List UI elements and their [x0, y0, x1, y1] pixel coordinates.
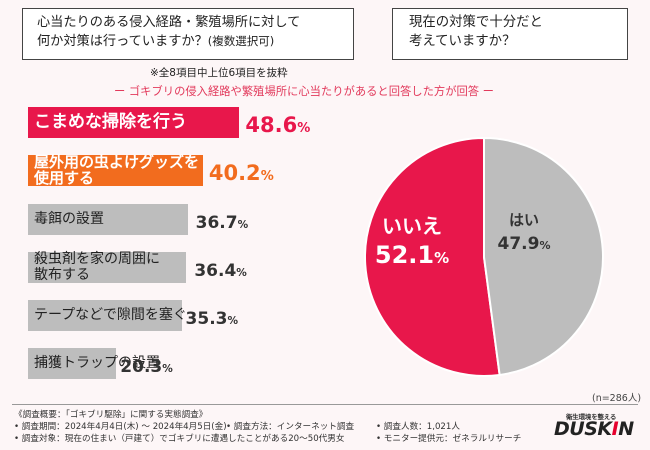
pie-slice-value: 52.1%	[375, 241, 449, 269]
bar-value-label: 36.4%	[194, 261, 247, 281]
bar-category-label: 屋外用の虫よけグッズを 使用する	[34, 153, 200, 187]
bar-row: 捕獲トラップの設置 20.3%	[28, 348, 328, 379]
excerpt-note: ※全8項目中上位6項目を抜粋	[150, 67, 288, 79]
footer-period: • 調査期間：2024年4月4日(木) ～ 2024年4月5日(金)	[14, 422, 227, 432]
footer-method: • 調査方法：インターネット調査	[226, 422, 355, 432]
footer-provider: • モニター提供元：ゼネラルリサーチ	[376, 434, 522, 444]
pie-slice-label: いいえ	[382, 214, 442, 238]
bar-category-label: 毒餌の設置	[34, 211, 104, 227]
bar-category-label: こまめな掃除を行う	[34, 112, 187, 132]
logo-tagline: 衛生環境を整える	[566, 413, 617, 421]
bar-category-label: 殺虫剤を家の周囲に 散布する	[34, 251, 160, 283]
footer-survey-title: 《調査概要：「ゴキブリ駆除」に関する実態調査》	[14, 410, 208, 420]
pie-slice	[364, 136, 501, 377]
logo-name-part3: N	[618, 418, 634, 440]
bar-row: 毒餌の設置 36.7%	[28, 204, 328, 235]
bar-value-label: 48.6%	[245, 113, 311, 137]
bar	[28, 155, 203, 186]
bar-row: 殺虫剤を家の周囲に 散布する 36.4%	[28, 251, 328, 283]
bar	[28, 348, 117, 379]
respondent-subtitle: ー ゴキブリの侵入経路や繁殖場所に心当たりがあると回答した方が回答 ー	[114, 85, 494, 98]
pie-slice	[483, 136, 604, 377]
logo-name-part2: I	[611, 418, 619, 440]
duskin-logo: DUSKIN	[554, 418, 634, 440]
logo-name-part1: DUSK	[554, 418, 612, 440]
bar-value-label: 35.3%	[185, 309, 239, 329]
question-left-box: 心当たりのある侵入経路・繁殖場所に対して 何か対策は行っていますか？(複数選択可…	[22, 8, 354, 60]
question-left-line1: 心当たりのある侵入経路・繁殖場所に対して	[37, 15, 301, 30]
sample-size-label: (n=286人)	[592, 393, 642, 404]
pie-slice-value: 47.9%	[498, 234, 551, 254]
pie-slice-label: はい	[509, 211, 539, 229]
bar-category-label: テープなどで隙間を塞ぐ	[34, 307, 187, 323]
bar-value-label: 20.3%	[120, 357, 173, 377]
question-left-note: (複数選択可)	[207, 34, 275, 48]
question-right-line2: 考えていますか？	[409, 34, 516, 49]
bar	[28, 204, 188, 235]
bar	[28, 252, 187, 283]
bar	[28, 107, 240, 138]
footer-count: • 調査人数：1,021人	[376, 422, 460, 432]
bar-row: テープなどで隙間を塞ぐ 35.3%	[28, 300, 328, 331]
footer-target: • 調査対象：現在の住まい（戸建て）でゴキブリに遭遇したことがある20～50代男…	[14, 434, 345, 444]
bar-value-label: 40.2%	[208, 161, 274, 185]
bar-row: 屋外用の虫よけグッズを 使用する 40.2%	[28, 153, 328, 187]
bar-value-label: 36.7%	[195, 213, 249, 233]
bar-row: こまめな掃除を行う 48.6%	[28, 107, 328, 138]
question-right-line1: 現在の対策で十分だと	[409, 15, 543, 30]
bar	[28, 300, 182, 331]
question-left-line2: 何か対策は行っていますか？	[37, 34, 208, 49]
bar-category-label: 捕獲トラップの設置	[34, 355, 160, 371]
question-right-box: 現在の対策で十分だと 考えていますか？	[392, 8, 628, 60]
footer-divider	[12, 404, 638, 405]
